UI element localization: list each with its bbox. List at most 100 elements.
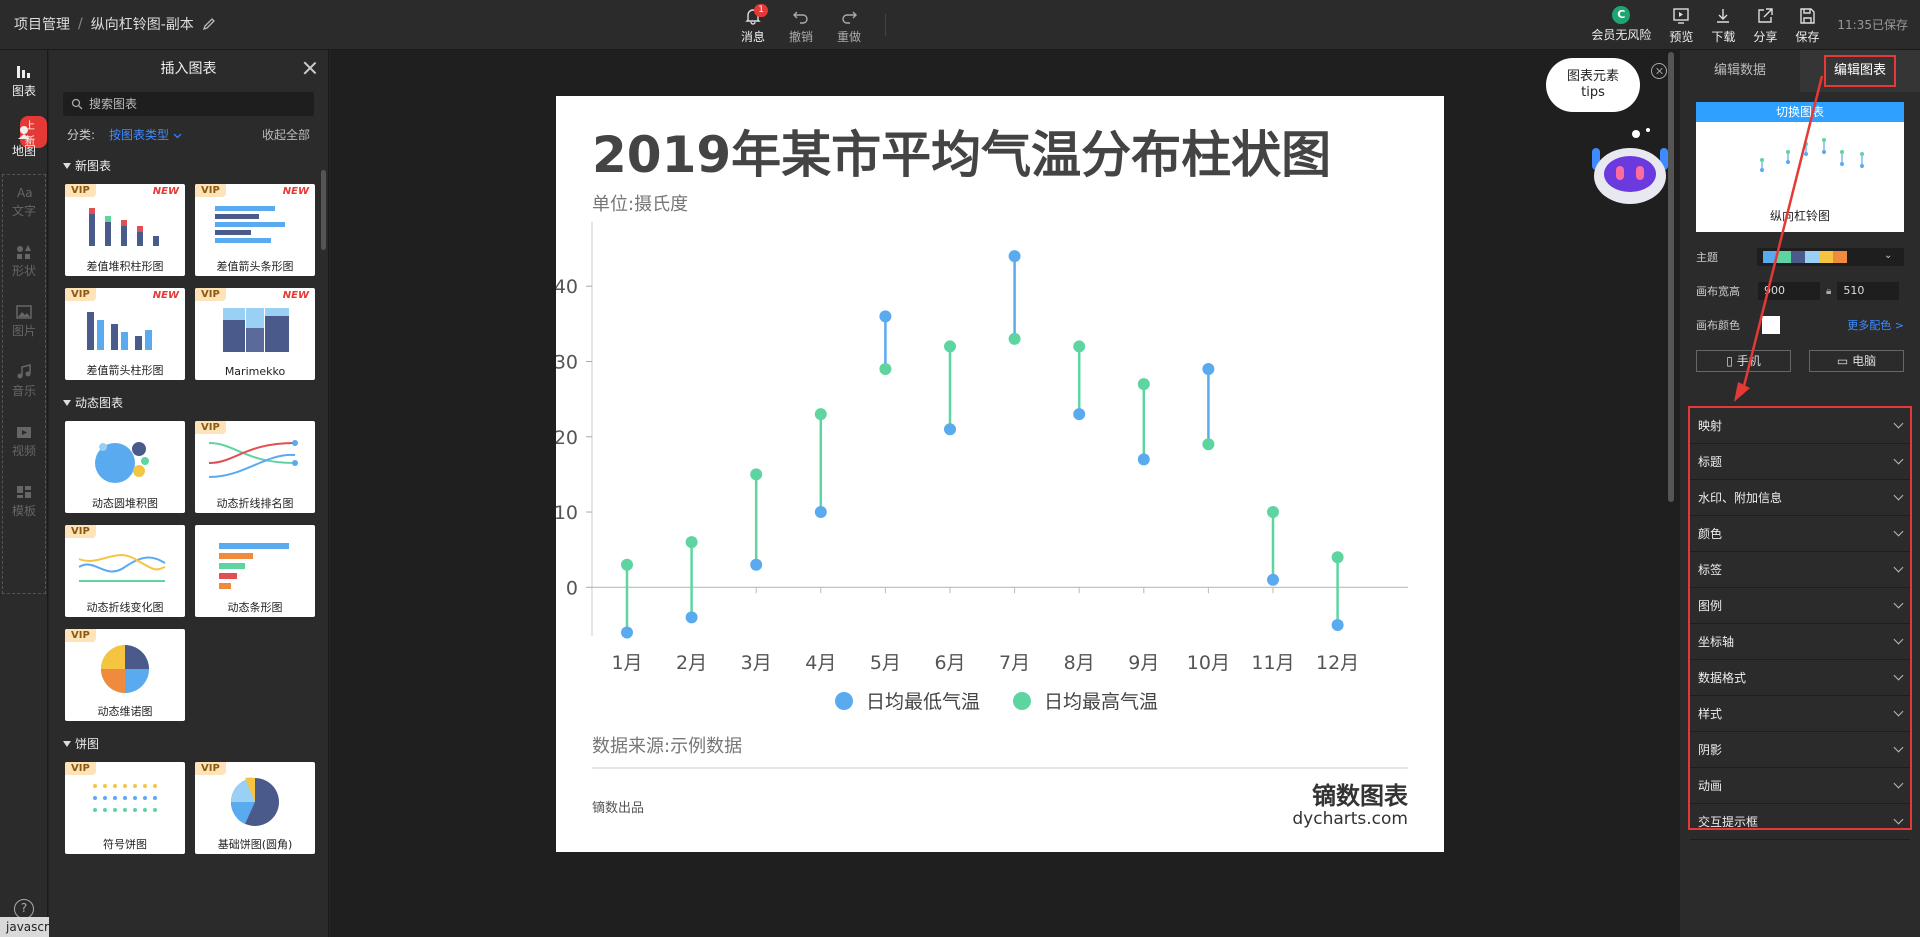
accordion-section-9[interactable]: 阴影 xyxy=(1690,732,1910,768)
accordion-section-11[interactable]: 交互提示框 xyxy=(1690,804,1910,840)
accordion-section-5[interactable]: 图例 xyxy=(1690,588,1910,624)
accordion-section-4[interactable]: 标签 xyxy=(1690,552,1910,588)
point-high[interactable] xyxy=(1202,438,1215,451)
point-low[interactable] xyxy=(879,310,892,323)
point-low[interactable] xyxy=(621,626,633,639)
collapse-all-button[interactable]: 收起全部 xyxy=(261,128,310,142)
download-button[interactable]: 下载 xyxy=(1711,4,1735,45)
legend-marker-high[interactable] xyxy=(1013,692,1031,710)
more-colors-link[interactable]: 更多配色 > xyxy=(1847,319,1904,332)
point-high[interactable] xyxy=(879,363,892,376)
point-low[interactable] xyxy=(685,611,698,624)
point-high[interactable] xyxy=(750,468,763,481)
accordion-section-8[interactable]: 样式 xyxy=(1690,696,1910,732)
nav-video[interactable]: 视频 xyxy=(0,410,48,470)
tips-bubble[interactable]: 图表元素 tips xyxy=(1546,58,1640,112)
point-high[interactable] xyxy=(944,340,956,353)
accordion-section-6[interactable]: 坐标轴 xyxy=(1690,624,1910,660)
canvas-height-input[interactable]: 510 xyxy=(1837,282,1900,300)
help-icon[interactable]: ? xyxy=(14,899,34,919)
point-low[interactable] xyxy=(1331,618,1344,631)
theme-select[interactable]: ⌄ xyxy=(1756,248,1904,266)
chart-card-dynamic-line-rank[interactable]: VIP 动态折线排名图 xyxy=(195,421,315,513)
accordion-label: 样式 xyxy=(1698,707,1723,721)
chart-card-basic-pie-rounded[interactable]: VIP 基础饼图(圆角) xyxy=(195,762,315,854)
accordion-section-1[interactable]: 标题 xyxy=(1690,444,1910,480)
nav-template[interactable]: 模板 xyxy=(0,470,48,530)
lock-icon[interactable]: 🔒︎ xyxy=(1826,285,1832,297)
nav-image[interactable]: 图片 xyxy=(0,290,48,350)
point-high[interactable] xyxy=(1008,332,1021,345)
nav-music[interactable]: 音乐 xyxy=(0,350,48,410)
tab-edit-data[interactable]: 编辑数据 xyxy=(1713,63,1766,78)
undo-button[interactable]: 撤销 xyxy=(784,4,818,45)
save-button[interactable]: 保存 xyxy=(1795,4,1819,45)
point-high[interactable] xyxy=(1137,378,1150,391)
chart-card-dynamic-bar[interactable]: 动态条形图 xyxy=(195,525,315,617)
accordion-section-10[interactable]: 动画 xyxy=(1690,768,1910,804)
accordion-section-0[interactable]: 映射 xyxy=(1690,408,1910,444)
project-name[interactable]: 纵向杠铃图-副本 xyxy=(90,17,194,33)
tab-edit-chart[interactable]: 编辑图表 xyxy=(1800,50,1920,92)
point-low[interactable] xyxy=(1008,250,1021,263)
point-high[interactable] xyxy=(685,536,698,549)
messages-button[interactable]: 1 消息 xyxy=(736,4,770,45)
accordion-label: 水印、附加信息 xyxy=(1698,491,1783,505)
redo-icon xyxy=(842,11,857,24)
point-high[interactable] xyxy=(1267,506,1279,519)
mobile-view-button[interactable]: ▯ 手机 xyxy=(1696,350,1791,372)
point-high[interactable] xyxy=(814,408,827,421)
redo-button[interactable]: 重做 xyxy=(832,4,866,45)
filter-select[interactable]: 按图表类型 xyxy=(109,126,182,143)
nav-template-label: 模板 xyxy=(11,504,36,518)
robot-assistant-icon[interactable] xyxy=(1588,128,1672,208)
canvas-scrollbar[interactable] xyxy=(1668,52,1674,502)
preview-button[interactable]: 预览 xyxy=(1669,4,1693,45)
shape-icon xyxy=(17,245,31,259)
chart-card-diff-arrow-bar[interactable]: VIP NEW 差值箭头条形图 xyxy=(195,184,315,276)
search-input[interactable] xyxy=(89,97,309,111)
point-low[interactable] xyxy=(1267,573,1279,586)
point-low[interactable] xyxy=(1137,453,1150,466)
canvas-width-input[interactable]: 900 xyxy=(1758,282,1820,300)
nav-text[interactable]: Aa 文字 xyxy=(0,170,48,230)
point-low[interactable] xyxy=(1202,363,1215,376)
chart-card-dynamic-voronoi[interactable]: VIP 动态维诺图 xyxy=(65,629,185,721)
chart-card-diff-stacked-column[interactable]: VIP NEW 差值堆积柱形图 xyxy=(65,184,185,276)
desktop-view-button[interactable]: ▭ 电脑 xyxy=(1809,350,1904,372)
nav-shape[interactable]: 形状 xyxy=(0,230,48,290)
panel-scrollbar[interactable] xyxy=(321,170,326,250)
close-icon[interactable] xyxy=(302,60,318,76)
section-new-charts[interactable]: 新图表 xyxy=(49,143,328,174)
section-pie-charts[interactable]: 饼图 xyxy=(49,721,328,752)
point-low[interactable] xyxy=(814,506,827,519)
share-button[interactable]: 分享 xyxy=(1753,4,1777,45)
nav-chart[interactable]: 图表 xyxy=(0,50,48,110)
point-low[interactable] xyxy=(1073,408,1086,421)
accordion-section-7[interactable]: 数据格式 xyxy=(1690,660,1910,696)
chart-card-marimekko[interactable]: VIP NEW Marimekko xyxy=(195,288,315,380)
chart-canvas[interactable]: 2019年某市平均气温分布柱状图 单位:摄氏度 0 10 20 30 40 1月 2月 3月 4… xyxy=(554,96,1444,852)
switch-chart-button[interactable]: 切换图表 纵向杠铃图 xyxy=(1696,102,1904,232)
point-high[interactable] xyxy=(1331,551,1344,564)
chart-card-diff-arrow-column[interactable]: VIP NEW 差值箭头柱形图 xyxy=(65,288,185,380)
chart-card-dynamic-circle-pack[interactable]: 动态圆堆积图 xyxy=(65,421,185,513)
tips-close-icon[interactable] xyxy=(1651,63,1667,79)
breadcrumb-root[interactable]: 项目管理 xyxy=(14,17,70,33)
chart-card-symbol-pie[interactable]: VIP 符号饼图 xyxy=(65,762,185,854)
nav-map[interactable]: 地图 xyxy=(0,110,48,170)
accordion-section-2[interactable]: 水印、附加信息 xyxy=(1690,480,1910,516)
chevron-down-icon: ⌄ xyxy=(1884,250,1893,261)
point-high[interactable] xyxy=(1073,340,1086,353)
legend-marker-low[interactable] xyxy=(835,692,853,710)
point-low[interactable] xyxy=(750,558,763,571)
chart-card-dynamic-line-change[interactable]: VIP 动态折线变化图 xyxy=(65,525,185,617)
vip-status-button[interactable]: C 会员无风险 xyxy=(1591,4,1651,43)
card-caption: 动态折线变化图 xyxy=(86,601,164,614)
point-low[interactable] xyxy=(944,423,956,436)
section-dynamic-charts[interactable]: 动态图表 xyxy=(49,380,328,411)
edit-pencil-icon[interactable] xyxy=(202,17,216,31)
accordion-section-3[interactable]: 颜色 xyxy=(1690,516,1910,552)
point-high[interactable] xyxy=(621,558,633,571)
canvas-color-swatch[interactable] xyxy=(1762,316,1780,334)
